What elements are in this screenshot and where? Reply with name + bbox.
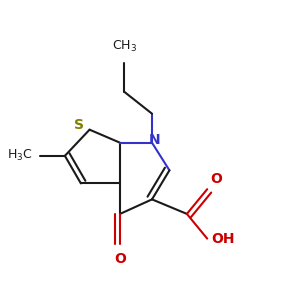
Text: N: N [148, 133, 160, 147]
Text: OH: OH [212, 232, 235, 246]
Text: H$_3$C: H$_3$C [8, 148, 33, 164]
Text: CH$_3$: CH$_3$ [112, 39, 137, 54]
Text: O: O [114, 252, 126, 266]
Text: S: S [74, 118, 84, 132]
Text: O: O [211, 172, 223, 186]
